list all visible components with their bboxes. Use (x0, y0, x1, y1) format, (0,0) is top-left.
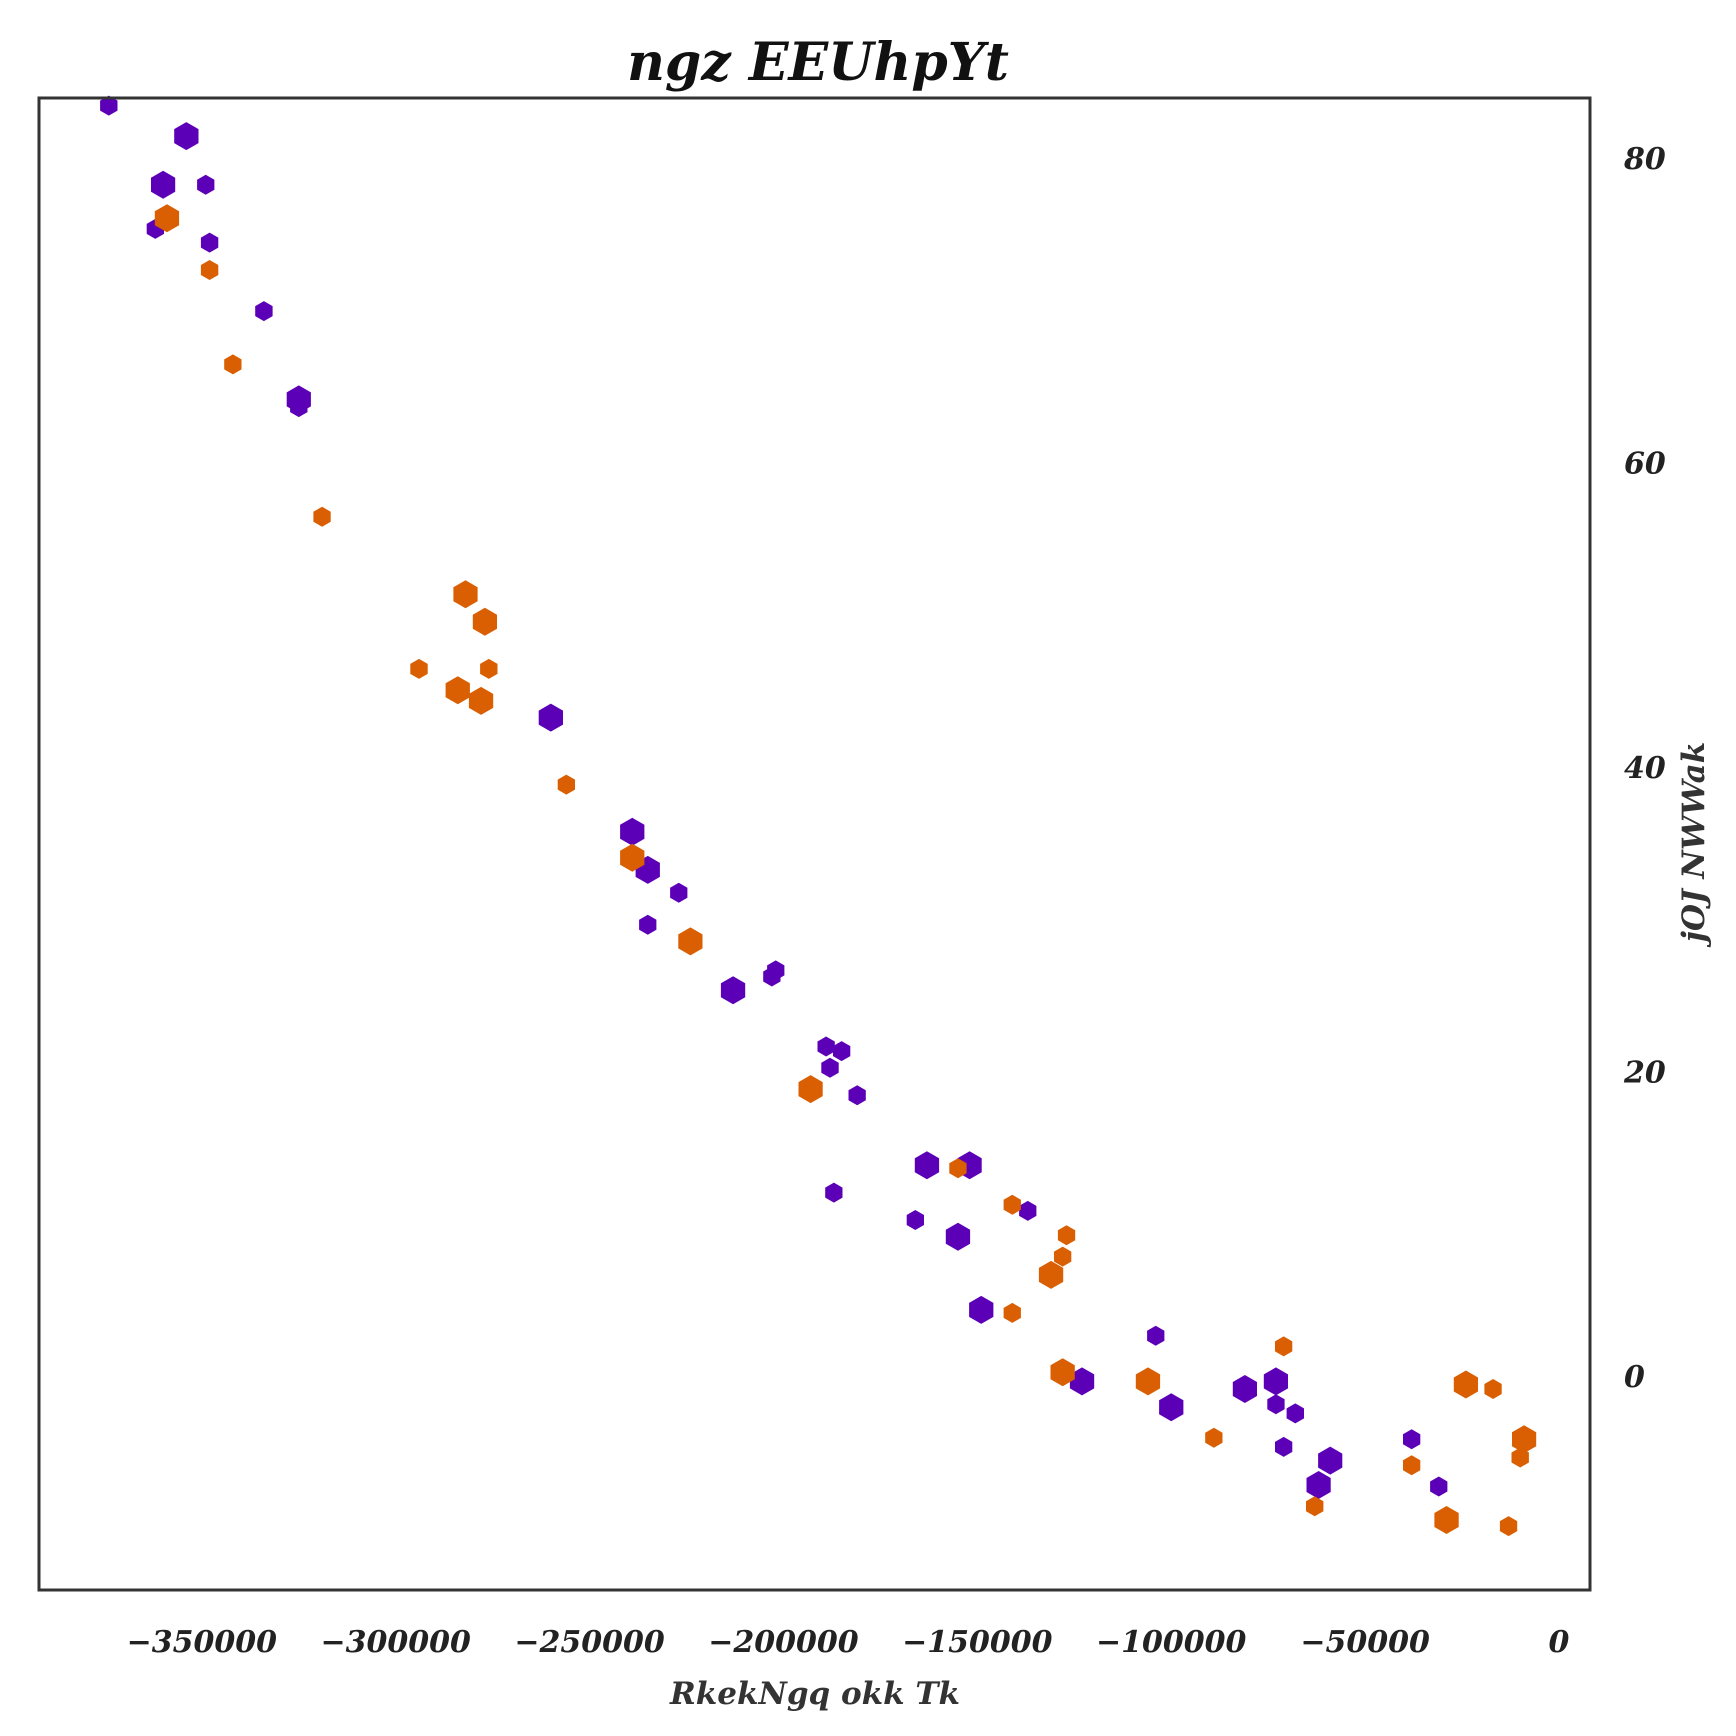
x-tick-label: −150000 (902, 1625, 1053, 1660)
plot-frame (37, 96, 1592, 1592)
data-point-series-2-24 (1205, 1427, 1223, 1448)
data-point-series-2-4 (313, 506, 331, 527)
data-point-series-1-21 (848, 1085, 866, 1106)
data-point-series-1-26 (945, 1222, 971, 1251)
y-tick-label: 60 (1624, 446, 1666, 481)
data-point-series-1-34 (1267, 1394, 1285, 1415)
x-tick-label: −50000 (1300, 1625, 1430, 1660)
data-point-series-2-15 (949, 1158, 967, 1179)
data-point-series-1-38 (1306, 1471, 1331, 1499)
data-point-series-2-8 (480, 658, 498, 679)
data-point-series-2-19 (1038, 1260, 1064, 1289)
x-tick-label: −300000 (321, 1625, 472, 1660)
data-point-series-1-13 (670, 882, 688, 903)
data-point-series-1-3 (151, 170, 176, 199)
data-point-series-1-9 (286, 385, 311, 414)
data-point-series-2-7 (410, 658, 428, 679)
chart-title: ngz EEUhpYt (627, 32, 1009, 93)
data-point-series-2-11 (557, 774, 575, 795)
data-point-series-2-16 (1003, 1194, 1021, 1215)
data-point-series-2-6 (472, 607, 497, 636)
data-point-series-2-20 (1003, 1302, 1021, 1323)
data-point-series-1-11 (620, 817, 645, 846)
data-point-series-1-17 (767, 960, 785, 981)
data-point-series-1-29 (1069, 1367, 1095, 1396)
data-point-series-2-23 (1275, 1336, 1293, 1357)
data-point-series-2-29 (1403, 1455, 1421, 1476)
data-point-series-2-28 (1511, 1447, 1529, 1468)
data-point-series-2-21 (1050, 1358, 1075, 1387)
data-point-series-2-12 (620, 843, 645, 872)
data-point-series-2-13 (678, 927, 703, 956)
data-point-series-2-1 (154, 204, 180, 233)
y-axis-ticks: 0 20 40 60 80 (1623, 142, 1666, 1395)
data-point-series-1-27 (1019, 1200, 1037, 1221)
data-point-series-2-27 (1512, 1425, 1537, 1454)
y-tick-label: 80 (1623, 142, 1666, 177)
data-point-series-2-18 (1054, 1246, 1072, 1267)
data-point-series-1-33 (1263, 1367, 1288, 1396)
data-point-series-1-4 (197, 174, 215, 195)
x-tick-label: −100000 (1096, 1625, 1247, 1660)
data-point-series-2-26 (1484, 1379, 1502, 1399)
data-point-series-2-5 (453, 580, 478, 609)
y-tick-label: 0 (1624, 1360, 1645, 1395)
data-point-series-1-35 (1286, 1403, 1304, 1424)
x-tick-label: −250000 (514, 1625, 665, 1660)
data-point-series-1-15 (720, 976, 746, 1005)
data-point-series-1-31 (1159, 1393, 1184, 1422)
y-axis-label: jOJ NWWak (1676, 742, 1712, 949)
data-point-series-2-31 (1434, 1506, 1459, 1534)
data-point-series-1-25 (906, 1210, 924, 1230)
data-point-series-1-20 (821, 1057, 839, 1078)
data-point-series-2-2 (200, 260, 219, 280)
data-point-series-1-37 (1318, 1446, 1343, 1475)
data-point-series-1-7 (255, 301, 273, 322)
data-point-series-1-28 (969, 1295, 994, 1324)
data-point-series-1-19 (833, 1041, 851, 1062)
y-tick-label: 40 (1624, 751, 1666, 786)
data-point-series-1-23 (914, 1151, 940, 1180)
data-point-series-2-14 (798, 1075, 823, 1104)
data-point-series-1-18 (817, 1036, 835, 1057)
data-point-series-2-10 (468, 686, 494, 715)
data-point-series-1-39 (1403, 1429, 1421, 1450)
data-point-series-2-9 (445, 676, 470, 705)
data-point-series-2-32 (1499, 1516, 1518, 1537)
data-point-series-1-14 (639, 914, 657, 935)
data-point-series-1-36 (1275, 1436, 1293, 1457)
data-point-series-2-22 (1135, 1367, 1161, 1396)
x-tick-label: 0 (1549, 1625, 1570, 1660)
data-point-series-2-30 (1306, 1496, 1324, 1517)
x-tick-label: −200000 (708, 1625, 859, 1660)
y-tick-label: 20 (1623, 1055, 1666, 1090)
data-point-series-2-17 (1057, 1225, 1076, 1246)
data-point-series-1-22 (825, 1182, 843, 1203)
data-point-series-1-1 (100, 95, 118, 116)
data-point-series-1-2 (174, 122, 199, 151)
data-point-series-1-30 (1147, 1325, 1165, 1346)
data-point-series-1-6 (200, 232, 219, 253)
data-point-series-2-3 (224, 354, 242, 375)
x-tick-label: −350000 (127, 1625, 278, 1660)
data-point-series-1-32 (1232, 1375, 1257, 1403)
data-points (100, 95, 1537, 1537)
data-point-series-2-25 (1453, 1370, 1478, 1399)
data-point-series-1-40 (1430, 1476, 1448, 1497)
data-point-series-1-10 (538, 703, 563, 732)
x-axis-ticks: −350000 −300000 −250000 −200000 −150000 −1000… (127, 1625, 1570, 1660)
x-axis-label: RkekNgq okk Tk (669, 1676, 960, 1712)
